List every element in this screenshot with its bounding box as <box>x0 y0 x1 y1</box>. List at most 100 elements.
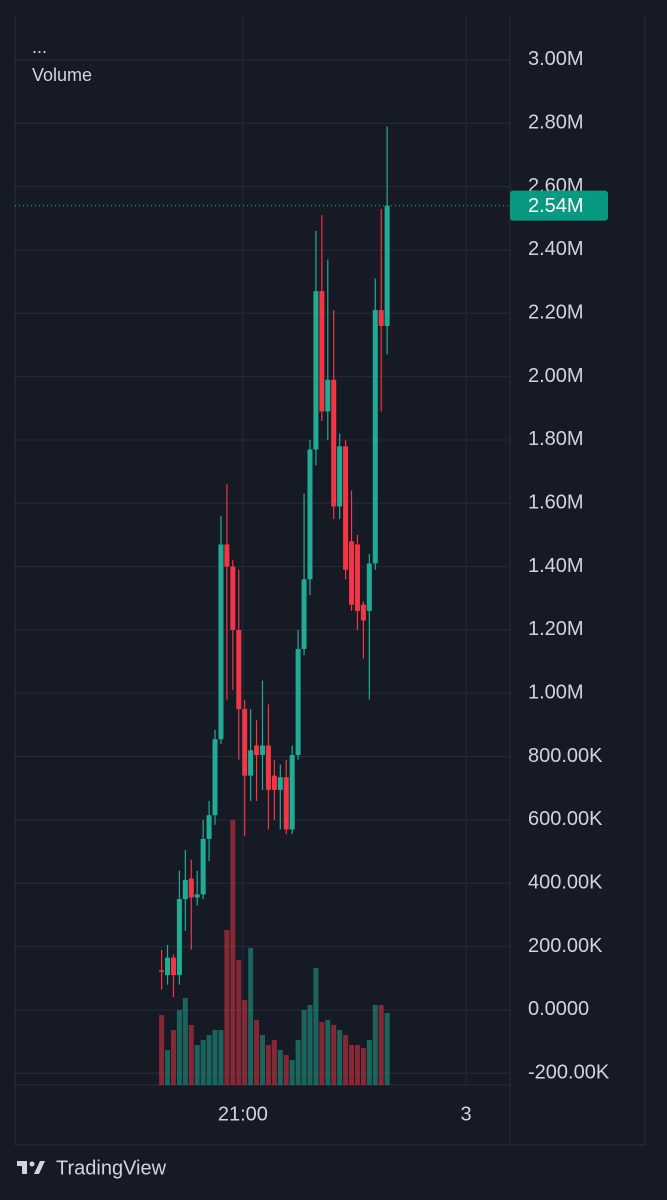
candle-body <box>200 838 206 895</box>
volume-bar <box>325 1020 331 1085</box>
volume-bar <box>366 1040 372 1085</box>
volume-bar <box>283 1055 289 1085</box>
volume-bar <box>218 1030 224 1085</box>
volume-bar <box>354 1045 360 1085</box>
volume-bar <box>277 1050 283 1085</box>
x-tick-label: 3 <box>461 1103 472 1125</box>
y-tick-label: 1.60M <box>528 492 584 514</box>
brand-logo <box>17 1161 45 1174</box>
y-tick-label: 200.00K <box>528 935 603 957</box>
candle-body <box>254 745 260 756</box>
candle-body <box>289 755 295 830</box>
candle-body <box>165 957 171 976</box>
volume-bar <box>182 998 188 1085</box>
volume-bar <box>176 1010 182 1085</box>
candle-body <box>319 291 325 412</box>
volume-bar <box>212 1030 218 1085</box>
brand-name: TradingView <box>56 1157 167 1179</box>
volume-bar <box>372 1005 378 1085</box>
candle-body <box>194 894 200 898</box>
y-tick-label: 1.00M <box>528 682 584 704</box>
volume-bar <box>200 1040 206 1085</box>
candle-body <box>242 709 248 776</box>
volume-bar <box>343 1035 349 1085</box>
candle-body <box>378 310 384 326</box>
y-tick-label: 2.00M <box>528 365 584 387</box>
y-tick-label: 3.00M <box>528 48 584 70</box>
y-tick-label: 2.20M <box>528 302 584 324</box>
candle-body <box>354 544 360 611</box>
candle-body <box>236 629 242 710</box>
candle-body <box>176 899 182 976</box>
candle-body <box>295 648 301 756</box>
candle-body <box>283 777 289 830</box>
y-tick-label: -200.00K <box>528 1062 610 1084</box>
volume-bar <box>236 960 242 1085</box>
volume-bar <box>337 1030 343 1085</box>
y-tick-label: 400.00K <box>528 872 603 894</box>
candle-body <box>265 745 271 790</box>
x-tick-label: 21:00 <box>218 1103 268 1125</box>
volume-bar <box>313 968 319 1085</box>
candle-body <box>260 745 265 756</box>
volume-bar <box>242 1000 248 1085</box>
volume-bar <box>206 1035 212 1085</box>
volume-bar <box>319 1022 325 1085</box>
last-price-box <box>510 190 608 221</box>
last-price-label: 2.54M <box>528 195 584 217</box>
candle-body <box>313 291 319 450</box>
candle-body <box>206 815 212 839</box>
volume-bar <box>349 1045 355 1085</box>
volume-bar <box>165 1050 171 1085</box>
candle-body <box>230 566 236 630</box>
candle-body <box>360 604 366 621</box>
y-tick-label: 800.00K <box>528 745 603 767</box>
candle-body <box>170 957 176 976</box>
candle-body <box>343 446 349 570</box>
candle-body <box>372 310 378 564</box>
y-tick-label: 2.80M <box>528 112 584 134</box>
candle-body <box>271 775 277 790</box>
volume-bar <box>295 1040 301 1085</box>
volume-bar <box>254 1020 260 1085</box>
volume-bar <box>289 1060 295 1085</box>
candle-body <box>366 563 372 611</box>
volume-bar <box>230 820 236 1085</box>
candle-body <box>301 579 307 649</box>
volume-bar <box>248 948 254 1085</box>
candle-body <box>248 750 254 776</box>
volume-bar <box>159 1015 165 1085</box>
marks <box>15 126 510 1085</box>
candle-body <box>325 379 331 412</box>
volume-bar <box>170 1030 176 1085</box>
y-tick-label: 1.40M <box>528 555 584 577</box>
volume-bar <box>224 930 230 1085</box>
chart-title: ... <box>32 37 47 57</box>
volume-bar <box>194 1045 200 1085</box>
volume-bar <box>301 1010 307 1085</box>
labels: 3.00M2.80M2.60M2.40M2.20M2.00M1.80M1.60M… <box>218 48 610 1125</box>
volume-bar <box>265 1045 271 1085</box>
chart-subtitle: Volume <box>32 65 92 85</box>
volume-bar <box>271 1040 277 1085</box>
volume-bar <box>188 1025 194 1085</box>
y-tick-label: 1.80M <box>528 428 584 450</box>
volume-bar <box>331 1025 337 1085</box>
volume-bar <box>307 1005 313 1085</box>
volume-bar <box>260 1035 265 1085</box>
y-tick-label: 600.00K <box>528 808 603 830</box>
volume-bar <box>384 1013 390 1085</box>
candle-body <box>182 880 188 900</box>
candle-body <box>188 878 194 898</box>
candle-body <box>337 446 343 507</box>
y-tick-label: 1.20M <box>528 618 584 640</box>
candle-body <box>307 449 313 580</box>
candle-body <box>277 777 283 790</box>
volume-bar <box>378 1005 384 1085</box>
y-tick-label: 2.40M <box>528 238 584 260</box>
candle-body <box>224 544 230 567</box>
y-tick-label: 0.0000 <box>528 998 589 1020</box>
candle-body <box>212 739 218 816</box>
